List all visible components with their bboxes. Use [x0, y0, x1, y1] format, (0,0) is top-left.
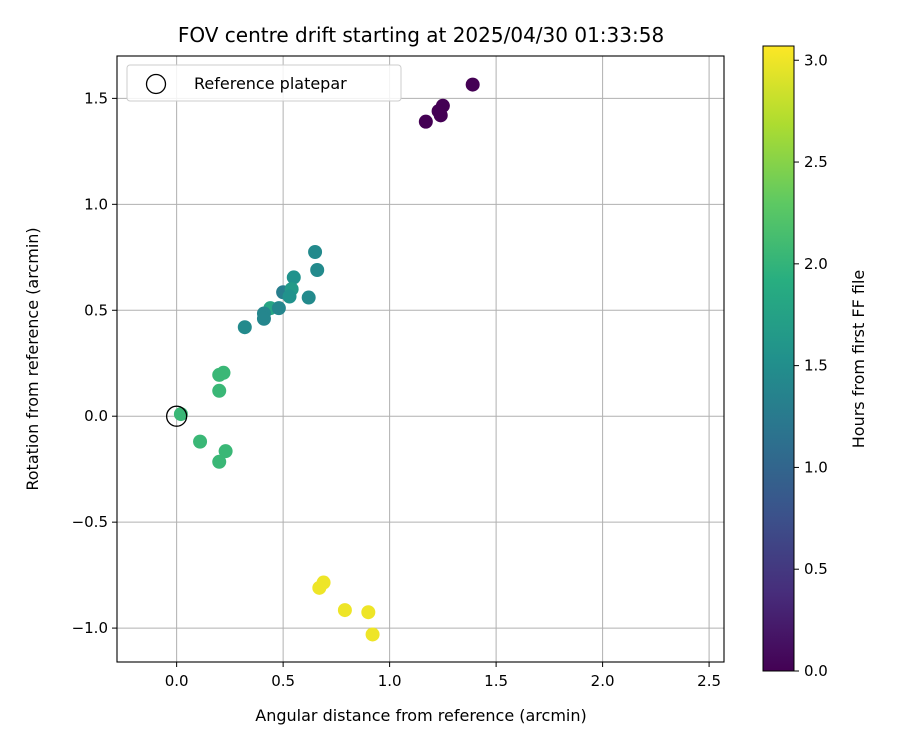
colorbar-tick-label: 1.5 [804, 357, 828, 375]
data-point [301, 290, 316, 305]
data-points [173, 77, 480, 642]
reference-point [165, 405, 188, 427]
x-tick-label: 0.5 [271, 672, 295, 690]
colorbar: 0.0 0.5 1.0 1.5 2.0 2.5 3.0 Hours from first F… [762, 45, 868, 680]
reference-marker [165, 405, 188, 427]
colorbar-tick-label: 3.0 [804, 51, 828, 69]
colorbar-tick-label: 2.0 [804, 255, 828, 273]
data-point [418, 114, 433, 129]
data-point [433, 108, 448, 123]
data-point [271, 301, 286, 316]
data-point [310, 263, 325, 278]
x-axis-label: Angular distance from reference (arcmin) [255, 706, 586, 725]
colorbar-tick-label: 0.5 [804, 560, 828, 578]
colorbar-tick-label: 1.0 [804, 458, 828, 476]
y-tick-label: 1.5 [84, 89, 108, 107]
x-tick-label: 1.0 [378, 672, 402, 690]
data-point [212, 454, 227, 469]
data-point [237, 320, 252, 335]
y-tick-label: −0.5 [72, 513, 108, 531]
data-point [465, 77, 480, 92]
colorbar-tick-label: 0.0 [804, 662, 828, 680]
data-point [256, 311, 271, 326]
data-point [212, 383, 227, 398]
legend-reference-marker [145, 73, 167, 95]
y-axis: −1.0 −0.5 0.0 0.5 1.0 1.5 [72, 89, 117, 637]
data-point [193, 434, 208, 449]
colorbar-label: Hours from first FF file [849, 270, 868, 449]
colorbar-gradient [762, 45, 795, 672]
x-tick-label: 0.0 [165, 672, 189, 690]
legend-reference-label: Reference platepar [194, 74, 347, 93]
data-point [337, 603, 352, 618]
data-point [365, 627, 380, 642]
y-tick-label: 0.5 [84, 301, 108, 319]
y-axis-label: Rotation from reference (arcmin) [23, 227, 42, 490]
data-point [286, 270, 301, 285]
grid [117, 56, 724, 662]
x-axis: 0.0 0.5 1.0 1.5 2.0 2.5 [165, 662, 721, 690]
colorbar-ticks: 0.0 0.5 1.0 1.5 2.0 2.5 3.0 [794, 51, 828, 680]
y-tick-label: −1.0 [72, 619, 108, 637]
x-tick-label: 1.5 [484, 672, 508, 690]
chart-title: FOV centre drift starting at 2025/04/30 … [178, 23, 664, 47]
data-point [361, 605, 376, 620]
x-tick-label: 2.5 [697, 672, 721, 690]
data-point [282, 289, 297, 304]
plot-frame [116, 55, 725, 663]
data-point [212, 367, 227, 382]
data-point [308, 244, 323, 259]
data-point [312, 580, 327, 595]
colorbar-tick-label: 2.5 [804, 153, 828, 171]
x-tick-label: 2.0 [591, 672, 615, 690]
data-point [218, 444, 233, 459]
y-tick-label: 0.0 [84, 407, 108, 425]
legend-box [126, 64, 402, 102]
legend: Reference platepar [126, 64, 402, 102]
y-tick-label: 1.0 [84, 195, 108, 213]
